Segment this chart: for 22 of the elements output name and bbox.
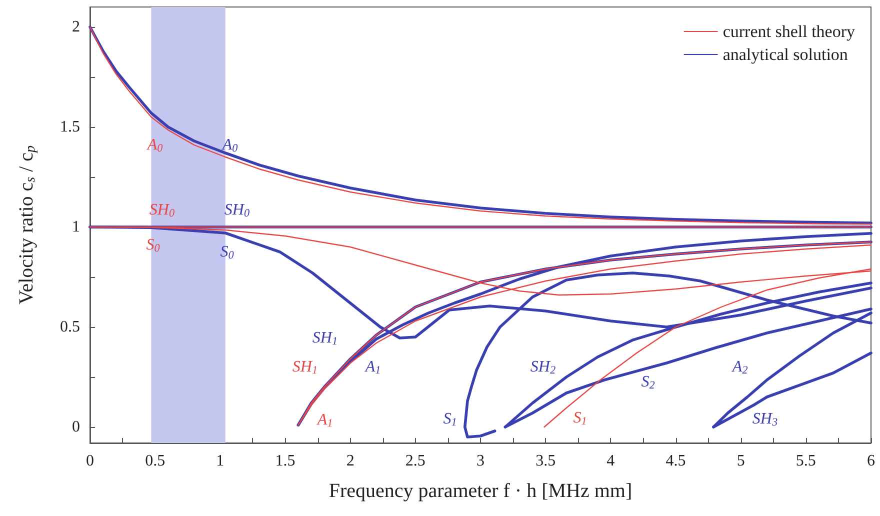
legend-label: analytical solution: [722, 45, 848, 64]
x-tick-label: 3: [476, 452, 484, 470]
x-tick-label: 0.5: [145, 452, 166, 470]
y-tick-label: 0: [72, 418, 80, 436]
x-tick-label: 5.5: [796, 452, 816, 470]
x-tick-label: 6: [867, 452, 875, 470]
x-tick-label: 2.5: [405, 452, 426, 470]
y-axis-title: Velocity ratio cs / cp: [16, 145, 38, 305]
x-tick-label: 5: [736, 452, 745, 470]
x-tick-label: 3.5: [536, 452, 556, 470]
y-tick-label: 2: [72, 18, 80, 36]
x-tick-label: 4.5: [666, 452, 686, 470]
x-tick-label: 1.5: [275, 452, 296, 470]
y-tick-label: 1.5: [60, 118, 80, 136]
x-tick-label: 2: [346, 452, 354, 470]
y-tick-label: 1: [72, 218, 80, 236]
x-axis-title: Frequency parameter f · h [MHz mm]: [328, 480, 632, 502]
x-tick-label: 4: [606, 452, 615, 470]
x-tick-label: 0: [86, 452, 94, 470]
x-tick-label: 1: [216, 452, 224, 470]
legend-label: current shell theory: [722, 22, 856, 41]
y-tick-label: 0.5: [60, 318, 80, 336]
